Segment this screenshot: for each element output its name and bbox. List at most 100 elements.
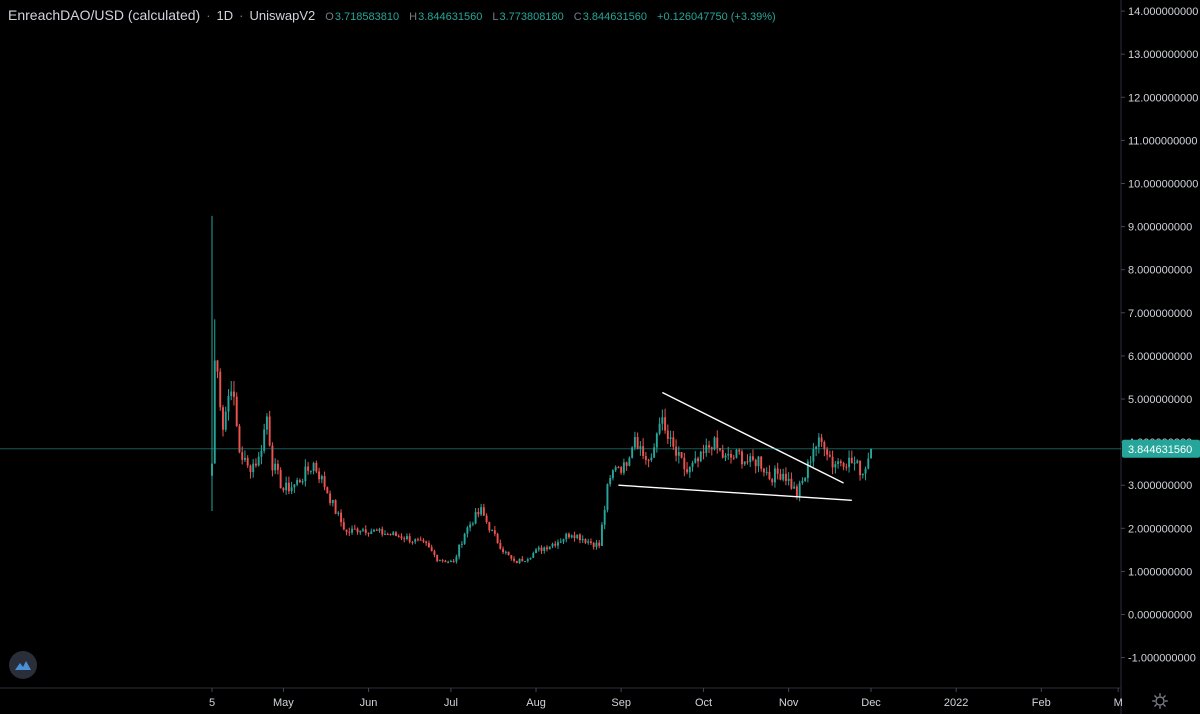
candle-body[interactable]: [713, 437, 716, 450]
candle-body[interactable]: [230, 391, 233, 396]
candle-body[interactable]: [853, 462, 856, 464]
candle-body[interactable]: [458, 544, 461, 557]
candle-body[interactable]: [263, 429, 266, 451]
candle-body[interactable]: [581, 539, 584, 541]
candle-body[interactable]: [460, 543, 463, 545]
candle-body[interactable]: [367, 533, 370, 535]
candle-body[interactable]: [653, 447, 656, 458]
candle-body[interactable]: [419, 539, 422, 541]
candle-body[interactable]: [444, 560, 447, 563]
candle-body[interactable]: [683, 457, 686, 470]
candle-body[interactable]: [784, 473, 787, 481]
candle-body[interactable]: [378, 528, 381, 531]
candle-body[interactable]: [611, 470, 614, 478]
trendline-lower[interactable]: [618, 484, 852, 501]
candle-body[interactable]: [617, 467, 620, 469]
candle-body[interactable]: [249, 465, 252, 473]
candle-body[interactable]: [265, 416, 268, 430]
candle-body[interactable]: [477, 512, 480, 515]
candle-body[interactable]: [768, 471, 771, 480]
candle-body[interactable]: [452, 561, 455, 563]
candle-body[interactable]: [271, 445, 274, 471]
candle-body[interactable]: [436, 554, 439, 562]
candle-body[interactable]: [315, 462, 318, 472]
candle-body[interactable]: [686, 469, 689, 473]
candle-body[interactable]: [298, 480, 301, 483]
candle-body[interactable]: [216, 360, 219, 372]
candle-body[interactable]: [471, 523, 474, 525]
candle-body[interactable]: [661, 417, 664, 424]
candle-body[interactable]: [727, 454, 730, 456]
candle-body[interactable]: [499, 542, 502, 549]
candle-body[interactable]: [664, 417, 667, 431]
candle-body[interactable]: [815, 446, 818, 450]
candle-body[interactable]: [395, 532, 397, 536]
candle-body[interactable]: [856, 460, 859, 463]
candle-body[interactable]: [817, 437, 820, 447]
candle-body[interactable]: [867, 458, 870, 469]
candle-body[interactable]: [746, 461, 749, 463]
candle-body[interactable]: [485, 515, 488, 523]
candle-body[interactable]: [342, 522, 345, 530]
candle-body[interactable]: [491, 530, 494, 532]
candle-body[interactable]: [546, 547, 548, 550]
candle-body[interactable]: [548, 546, 551, 550]
candle-body[interactable]: [455, 556, 458, 562]
candle-body[interactable]: [647, 459, 650, 461]
candle-body[interactable]: [598, 542, 601, 546]
candle-body[interactable]: [304, 466, 307, 482]
candle-body[interactable]: [430, 547, 433, 552]
candle-body[interactable]: [320, 476, 323, 480]
candle-body[interactable]: [864, 468, 867, 474]
candle-body[interactable]: [820, 437, 823, 443]
candle-body[interactable]: [551, 543, 554, 547]
candle-body[interactable]: [754, 459, 757, 467]
candle-body[interactable]: [708, 445, 710, 448]
candle-body[interactable]: [672, 437, 675, 447]
candle-body[interactable]: [724, 455, 727, 458]
candle-body[interactable]: [642, 446, 645, 456]
candle-body[interactable]: [861, 473, 864, 476]
candle-body[interactable]: [359, 530, 362, 533]
candle-body[interactable]: [227, 395, 230, 412]
candle-body[interactable]: [837, 461, 840, 465]
candle-body[interactable]: [502, 548, 505, 553]
candle-body[interactable]: [285, 482, 288, 491]
candle-body[interactable]: [521, 558, 524, 562]
candle-body[interactable]: [699, 451, 702, 462]
candle-body[interactable]: [614, 467, 617, 471]
candle-body[interactable]: [743, 461, 746, 465]
tradingview-logo-icon[interactable]: [9, 651, 37, 679]
candle-body[interactable]: [782, 473, 785, 480]
candle-body[interactable]: [798, 482, 801, 497]
candle-body[interactable]: [622, 462, 625, 473]
candle-body[interactable]: [507, 551, 510, 556]
candle-body[interactable]: [425, 541, 428, 544]
candle-body[interactable]: [257, 456, 260, 466]
candle-body[interactable]: [282, 488, 285, 491]
candle-body[interactable]: [373, 529, 375, 532]
candle-body[interactable]: [600, 524, 603, 546]
candle-body[interactable]: [260, 450, 263, 457]
candle-body[interactable]: [826, 449, 829, 455]
candle-body[interactable]: [279, 470, 282, 489]
candle-body[interactable]: [795, 486, 798, 497]
candle-body[interactable]: [732, 457, 735, 459]
candle-body[interactable]: [631, 447, 634, 458]
candle-body[interactable]: [735, 449, 738, 458]
candle-body[interactable]: [309, 470, 312, 472]
candle-body[interactable]: [850, 457, 853, 464]
candle-body[interactable]: [828, 454, 831, 457]
candle-body[interactable]: [592, 542, 595, 547]
candle-body[interactable]: [381, 528, 384, 535]
candle-body[interactable]: [276, 463, 279, 471]
candle-body[interactable]: [469, 524, 472, 528]
candle-body[interactable]: [793, 486, 796, 489]
candle-body[interactable]: [518, 558, 521, 564]
candle-body[interactable]: [537, 547, 540, 550]
candle-body[interactable]: [804, 478, 807, 482]
candle-body[interactable]: [721, 449, 724, 458]
candle-body[interactable]: [787, 478, 790, 481]
candle-body[interactable]: [488, 522, 491, 531]
